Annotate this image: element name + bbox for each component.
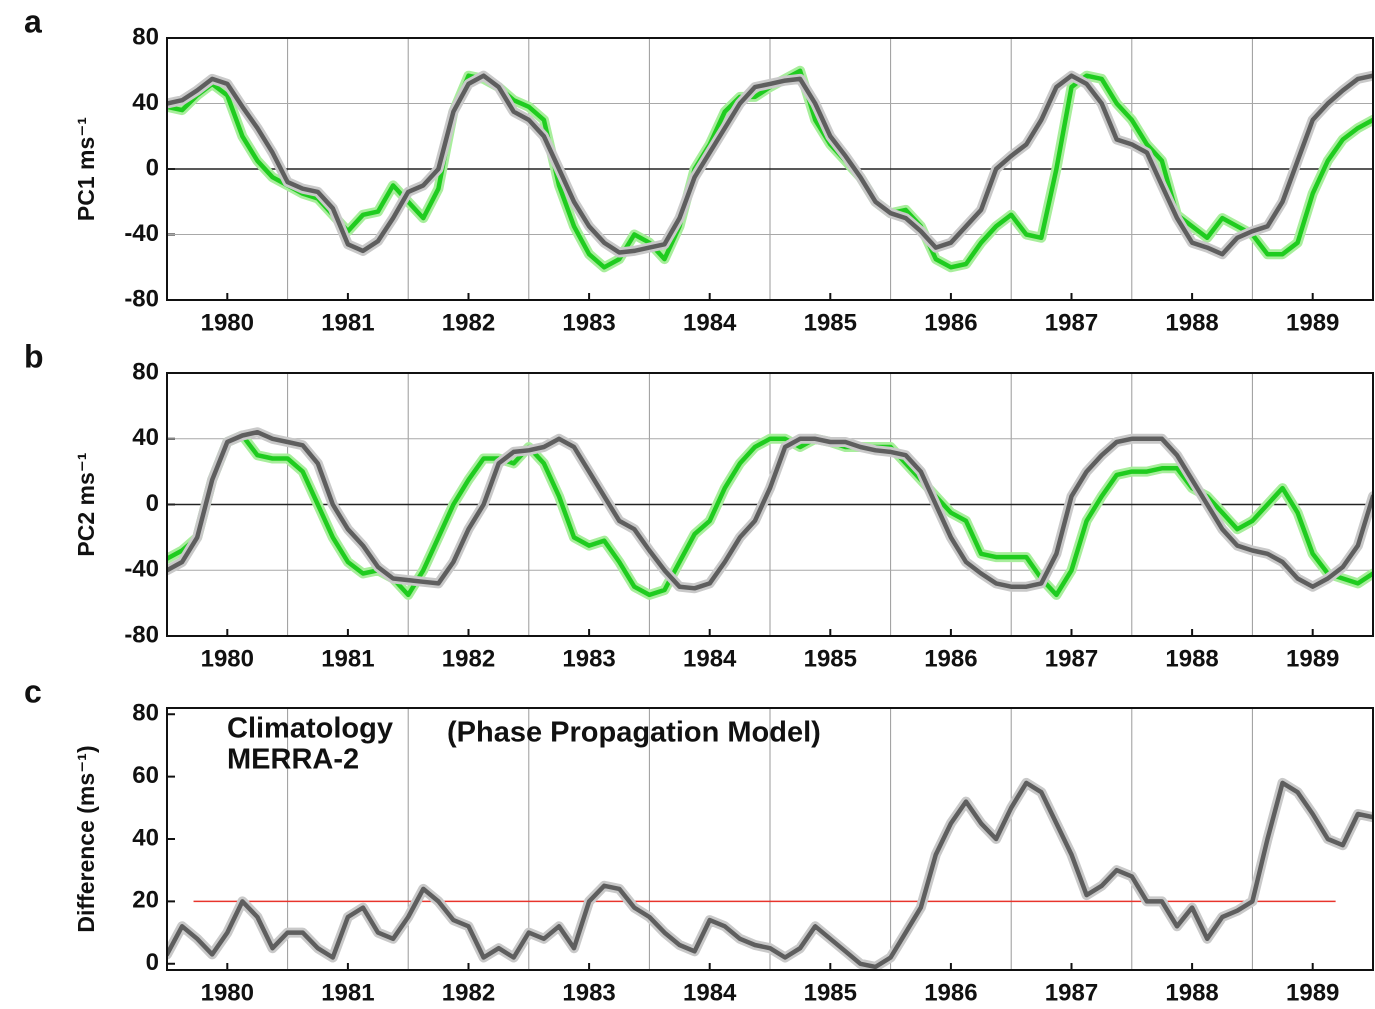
- x-tick-label: 1984: [683, 309, 737, 336]
- x-tick-label: 1989: [1286, 979, 1339, 1006]
- x-tick-label: 1986: [924, 979, 977, 1006]
- plot-frame: [166, 707, 1374, 971]
- x-tick-label: 1987: [1045, 979, 1098, 1006]
- x-tick-label: 1985: [804, 309, 857, 336]
- y-tick-label: 40: [132, 424, 159, 451]
- y-tick-label: -80: [124, 285, 159, 312]
- y-tick-label: 80: [132, 700, 159, 727]
- x-tick-label: 1986: [924, 309, 977, 336]
- plot-frame: [166, 37, 1374, 301]
- x-tick-label: 1982: [442, 645, 495, 672]
- x-tick-label: 1989: [1286, 309, 1339, 336]
- y-tick-label: 0: [146, 490, 159, 517]
- x-tick-label: 1981: [321, 979, 374, 1006]
- x-tick-label: 1985: [804, 645, 857, 672]
- panel: c Difference (ms⁻¹) 0 20 40 60 80 1980 1981 1982 1…: [24, 673, 1374, 1006]
- y-tick-label: -40: [124, 556, 159, 583]
- x-tick-label: 1980: [201, 309, 254, 336]
- y-tick-label: 60: [132, 762, 159, 789]
- y-tick-label: 20: [132, 887, 159, 914]
- x-tick-label: 1987: [1045, 645, 1098, 672]
- y-tick-label: -40: [124, 220, 159, 247]
- x-tick-label: 1988: [1165, 645, 1218, 672]
- x-tick-label: 1986: [924, 645, 977, 672]
- y-tick-label: -80: [124, 621, 159, 648]
- x-tick-label: 1982: [442, 979, 495, 1006]
- x-tick-label: 1983: [562, 979, 615, 1006]
- y-tick-label: 80: [132, 23, 159, 50]
- panel-letter: b: [24, 338, 44, 374]
- y-tick-label: 0: [146, 154, 159, 181]
- x-tick-label: 1981: [321, 309, 374, 336]
- legend-entry: Climatology: [227, 713, 393, 745]
- x-tick-label: 1983: [562, 309, 615, 336]
- line: [167, 780, 1373, 970]
- y-tick-label: 40: [132, 89, 159, 116]
- x-tick-label: 1985: [804, 979, 857, 1006]
- panel: a PC1 ms⁻¹ -80 -40 0 40 80 1980 1981 1982 1983 1984…: [24, 3, 1374, 336]
- panel-letter: c: [24, 673, 42, 709]
- x-tick-label: 1982: [442, 309, 495, 336]
- plot-area: [167, 777, 1373, 970]
- x-tick-label: 1989: [1286, 645, 1339, 672]
- x-tick-label: 1980: [201, 979, 254, 1006]
- x-tick-label: 1983: [562, 645, 615, 672]
- y-tick-label: 0: [146, 949, 159, 976]
- annotation: (Phase Propagation Model): [447, 717, 821, 749]
- plot-area: [167, 427, 1373, 600]
- y-axis-label: PC1 ms⁻¹: [73, 117, 99, 221]
- y-axis-label: PC2 ms⁻¹: [73, 452, 99, 556]
- x-tick-label: 1988: [1165, 309, 1218, 336]
- legend-entry: MERRA-2: [227, 744, 359, 776]
- line: [167, 433, 1373, 598]
- line: [167, 73, 1373, 257]
- panel: b PC2 ms⁻¹ -80 -40 0 40 80 1980 1981 1982 1983 1984…: [24, 338, 1374, 672]
- y-tick-label: 40: [132, 824, 159, 851]
- line: [167, 429, 1373, 591]
- plot-frame: [166, 372, 1374, 637]
- y-tick-label: 80: [132, 358, 159, 385]
- x-tick-label: 1987: [1045, 309, 1098, 336]
- x-tick-label: 1984: [683, 979, 737, 1006]
- x-tick-label: 1981: [321, 645, 374, 672]
- x-tick-label: 1980: [201, 645, 254, 672]
- x-tick-label: 1988: [1165, 979, 1218, 1006]
- panel-letter: a: [24, 3, 42, 39]
- x-tick-label: 1984: [683, 645, 737, 672]
- plot-area: [167, 65, 1373, 273]
- y-axis-label: Difference (ms⁻¹): [73, 745, 99, 932]
